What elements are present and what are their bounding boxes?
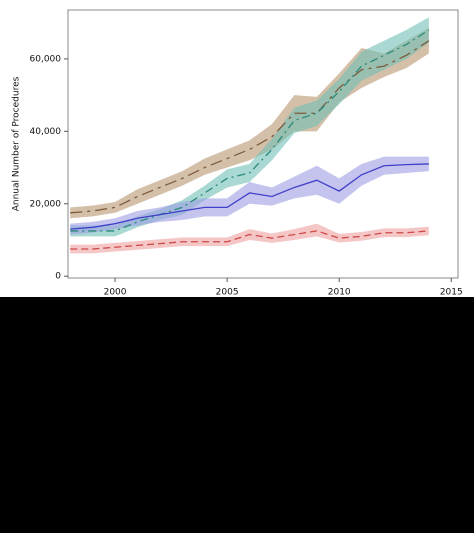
x-tick-label: 2005 [216,288,239,298]
y-tick-label: 20,000 [30,199,62,209]
confidence-band [70,17,429,237]
line [70,163,429,230]
confidence-band [70,28,429,219]
y-axis-label: Annual Number of Procedures [12,76,22,211]
line [70,230,429,250]
y-tick-label: 0 [55,272,61,282]
y-tick-label: 60,000 [30,54,62,64]
y-tick-label: 40,000 [30,127,62,137]
x-tick-label: 2010 [328,288,351,298]
black-area [0,297,474,533]
x-tick-label: 2015 [440,288,463,298]
line [70,29,430,232]
confidence-band [70,223,429,254]
line [70,40,430,214]
x-tick-label: 2000 [104,288,127,298]
